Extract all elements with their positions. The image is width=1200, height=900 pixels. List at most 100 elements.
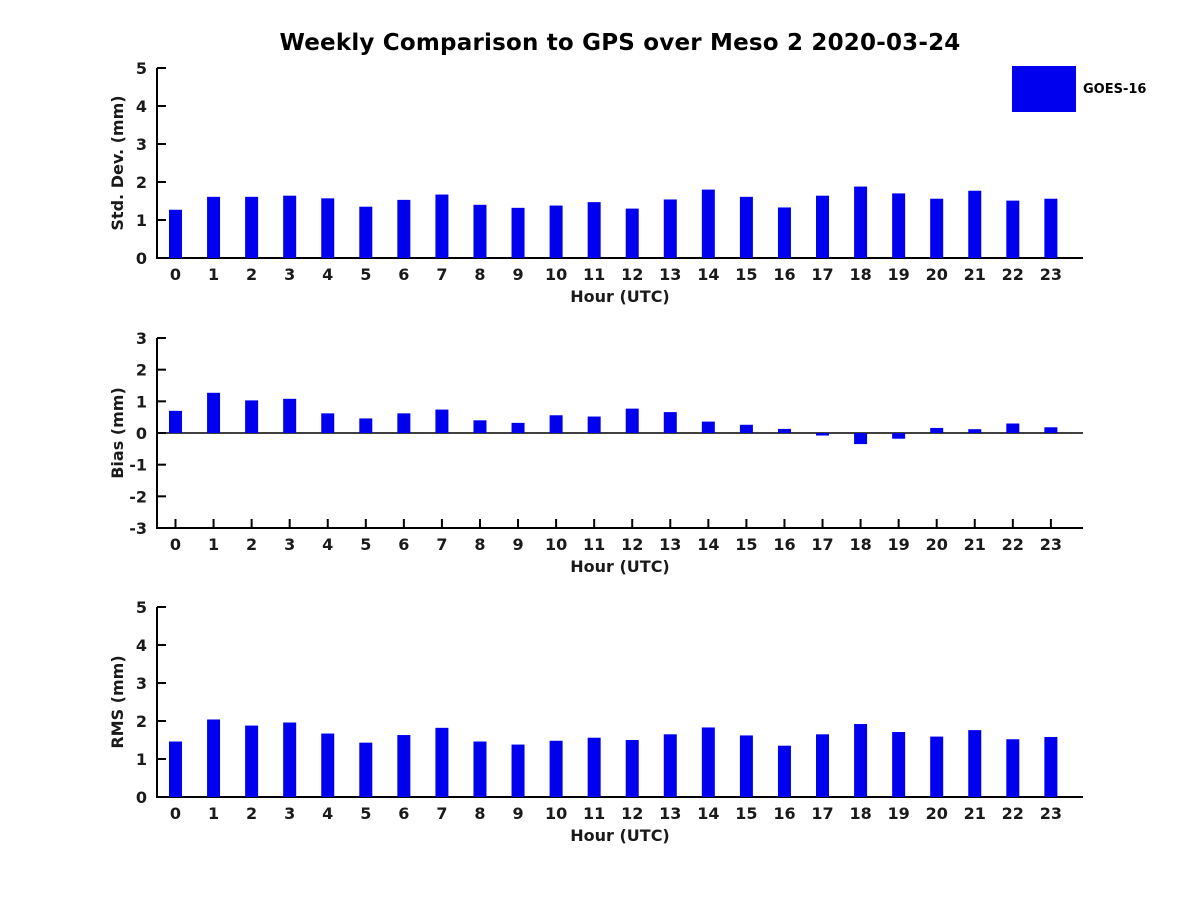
x-tick-label: 14 — [697, 804, 719, 823]
bar-hour-7 — [435, 194, 449, 258]
bar-hour-13 — [663, 412, 677, 433]
bar-hour-8 — [473, 420, 487, 433]
y-tick-label: 5 — [136, 598, 147, 617]
bar-hour-5 — [359, 206, 373, 258]
bar-hour-8 — [473, 741, 487, 797]
x-tick-label: 0 — [170, 804, 181, 823]
y-axis-label: Bias (mm) — [108, 387, 127, 479]
y-tick-label: 3 — [136, 329, 147, 348]
x-tick-label: 20 — [926, 265, 948, 284]
y-tick-label: 4 — [136, 97, 147, 116]
y-tick-label: -2 — [129, 487, 147, 506]
x-tick-label: 10 — [545, 804, 567, 823]
x-tick-label: 18 — [849, 804, 871, 823]
bar-hour-19 — [892, 433, 906, 439]
y-tick-label: 0 — [136, 788, 147, 807]
x-tick-label: 11 — [583, 535, 605, 554]
bar-hour-21 — [968, 730, 982, 797]
x-tick-label: 14 — [697, 535, 719, 554]
x-tick-label: 20 — [926, 804, 948, 823]
x-tick-label: 3 — [284, 535, 295, 554]
x-tick-label: 17 — [811, 804, 833, 823]
x-tick-label: 1 — [208, 265, 219, 284]
bar-hour-6 — [397, 735, 411, 797]
x-axis-label: Hour (UTC) — [570, 826, 670, 845]
x-tick-label: 19 — [888, 535, 910, 554]
bar-hour-0 — [169, 209, 182, 258]
y-tick-label: -3 — [129, 519, 147, 538]
y-axis-label: Std. Dev. (mm) — [108, 95, 127, 230]
y-tick-label: 1 — [136, 211, 147, 230]
bar-hour-6 — [397, 413, 411, 433]
bar-hour-12 — [625, 740, 639, 797]
x-tick-label: 16 — [773, 804, 795, 823]
bar-hour-1 — [207, 719, 221, 797]
x-tick-label: 10 — [545, 265, 567, 284]
bar-hour-4 — [321, 198, 335, 258]
y-tick-label: 2 — [136, 361, 147, 380]
x-tick-label: 3 — [284, 265, 295, 284]
y-tick-label: 2 — [136, 712, 147, 731]
x-tick-label: 20 — [926, 535, 948, 554]
x-tick-label: 4 — [322, 804, 333, 823]
y-tick-label: 2 — [136, 173, 147, 192]
bar-hour-20 — [930, 427, 944, 433]
bar-hour-10 — [549, 415, 563, 433]
bar-hour-14 — [701, 727, 715, 797]
x-tick-label: 1 — [208, 535, 219, 554]
bar-hour-18 — [854, 433, 868, 445]
bar-hour-21 — [968, 429, 982, 433]
x-tick-label: 15 — [735, 804, 757, 823]
x-tick-label: 17 — [811, 535, 833, 554]
x-tick-label: 7 — [436, 804, 447, 823]
bar-hour-2 — [245, 400, 259, 433]
x-tick-label: 23 — [1040, 535, 1062, 554]
x-tick-label: 9 — [512, 265, 523, 284]
x-tick-label: 11 — [583, 265, 605, 284]
bar-hour-18 — [854, 724, 868, 797]
x-tick-label: 6 — [398, 804, 409, 823]
bar-hour-4 — [321, 733, 335, 797]
bar-hour-11 — [587, 416, 601, 433]
bar-hour-10 — [549, 740, 563, 797]
bar-hour-14 — [701, 421, 715, 433]
y-tick-label: 1 — [136, 750, 147, 769]
bar-hour-13 — [663, 199, 677, 258]
x-tick-label: 12 — [621, 265, 643, 284]
x-tick-label: 10 — [545, 535, 567, 554]
bar-hour-3 — [283, 398, 297, 433]
y-tick-label: -1 — [129, 456, 147, 475]
bar-hour-7 — [435, 409, 449, 433]
bar-hour-13 — [663, 734, 677, 797]
bar-hour-11 — [587, 737, 601, 797]
bar-hour-20 — [930, 736, 944, 797]
bar-hour-2 — [245, 725, 259, 797]
bar-hour-1 — [207, 196, 221, 258]
x-axis-label: Hour (UTC) — [570, 287, 670, 306]
x-tick-label: 15 — [735, 265, 757, 284]
x-tick-label: 4 — [322, 265, 333, 284]
y-tick-label: 0 — [136, 249, 147, 268]
x-tick-label: 23 — [1040, 804, 1062, 823]
x-tick-label: 2 — [246, 535, 257, 554]
bar-hour-22 — [1006, 423, 1020, 433]
bar-hour-15 — [739, 735, 753, 797]
x-tick-label: 19 — [888, 804, 910, 823]
bar-hour-8 — [473, 204, 487, 258]
bar-hour-3 — [283, 195, 297, 258]
x-tick-label: 2 — [246, 265, 257, 284]
x-tick-label: 22 — [1002, 804, 1024, 823]
y-tick-label: 3 — [136, 135, 147, 154]
bar-hour-19 — [892, 732, 906, 797]
legend-swatch-icon — [1012, 66, 1076, 112]
bar-hour-5 — [359, 418, 373, 433]
bar-hour-3 — [283, 722, 297, 797]
x-tick-label: 16 — [773, 535, 795, 554]
x-tick-label: 7 — [436, 265, 447, 284]
x-tick-label: 18 — [849, 265, 871, 284]
x-tick-label: 14 — [697, 265, 719, 284]
